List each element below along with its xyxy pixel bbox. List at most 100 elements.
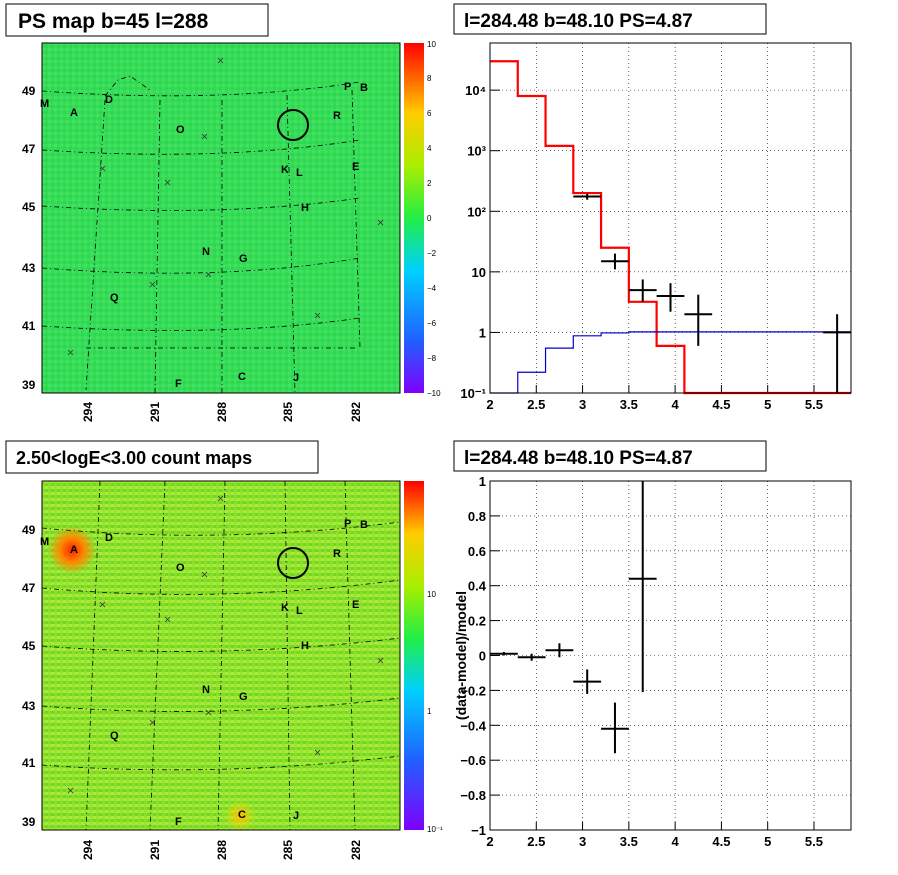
x-tick-label: 4 bbox=[672, 834, 680, 849]
x-tick-label: 3 bbox=[579, 397, 586, 412]
map-y-tick: 45 bbox=[22, 200, 36, 214]
map-marker-label: F bbox=[175, 378, 182, 390]
plot-area bbox=[490, 43, 851, 393]
y-tick-label: 10² bbox=[467, 204, 486, 219]
map-marker-label: E bbox=[352, 161, 359, 173]
series-step-line bbox=[490, 60, 851, 395]
map-marker-label: L bbox=[296, 605, 303, 617]
spectrum-title: l=284.48 b=48.10 PS=4.87 bbox=[464, 11, 693, 32]
ps-map-source-labels: A B C D E F G H J K L M N O P Q R bbox=[40, 81, 368, 390]
ps-map-frame bbox=[41, 42, 401, 394]
colorbar-tick: 10 bbox=[427, 590, 436, 599]
spectrum-plot: 2 2.5 3 3.5 4 4.5 5 5.5 10⁻¹ 1 10 10² 10³ 10⁴ bbox=[460, 42, 852, 412]
map-marker-label: K bbox=[281, 602, 289, 614]
colorbar-tick: −8 bbox=[427, 354, 437, 363]
y-tick-label: −0.8 bbox=[460, 788, 486, 803]
x-tick-label: 3.5 bbox=[620, 397, 638, 412]
map-marker-label: B bbox=[360, 82, 368, 94]
colorbar-tick: 10 bbox=[427, 40, 436, 49]
ps-colorbar-ticks: 10 8 6 4 2 0 −2 −4 −6 −8 −10 bbox=[427, 40, 441, 398]
ps-map-target-circle bbox=[277, 109, 309, 141]
y-tick-label: 10 bbox=[472, 265, 486, 280]
x-tick-label: 2.5 bbox=[527, 397, 545, 412]
map-x-tick: 285 bbox=[281, 402, 295, 422]
count-map-hotspot-c bbox=[224, 800, 256, 832]
residual-panel: l=284.48 b=48.10 PS=4.87 2 2.5 3 3.5 4 4.5 5 5.… bbox=[453, 440, 852, 849]
y-tick-label: −0.4 bbox=[460, 718, 486, 733]
residual-title-box bbox=[453, 440, 767, 472]
map-x-tick: 285 bbox=[281, 840, 295, 860]
map-marker-label: A bbox=[70, 107, 78, 119]
ps-map-x-ticks: 294 291 288 285 282 bbox=[81, 402, 363, 422]
colorbar-tick: −6 bbox=[427, 319, 437, 328]
y-tick-label: 1 bbox=[479, 474, 486, 489]
spectrum-panel: l=284.48 b=48.10 PS=4.87 2 2.5 3 3.5 4 4.5 5 5.… bbox=[453, 3, 852, 412]
x-tick-label: 2.5 bbox=[527, 834, 545, 849]
map-x-tick: 288 bbox=[215, 840, 229, 860]
map-x-tick: 294 bbox=[81, 840, 95, 860]
colorbar-tick: 6 bbox=[427, 109, 432, 118]
map-y-tick: 39 bbox=[22, 815, 36, 829]
x-tick-label: 2 bbox=[486, 397, 493, 412]
map-marker-label: O bbox=[176, 124, 185, 136]
y-tick-label: 0.4 bbox=[468, 579, 487, 594]
count-map-cross-markers bbox=[67, 495, 384, 794]
map-y-tick: 43 bbox=[22, 699, 36, 713]
map-marker-label: F bbox=[175, 816, 182, 828]
count-map-title-box bbox=[5, 440, 319, 474]
count-map-source-labels: A B C D E F G H J K L M N O P Q R bbox=[40, 518, 368, 828]
colorbar-tick: 10⁻¹ bbox=[427, 825, 443, 834]
colorbar-tick: −2 bbox=[427, 249, 437, 258]
map-x-tick: 294 bbox=[81, 402, 95, 422]
y-tick-label: 0.6 bbox=[468, 544, 486, 559]
y-tick-label: 0.8 bbox=[468, 509, 486, 524]
ps-map-title-box bbox=[5, 3, 269, 37]
count-map-target-circle bbox=[277, 547, 309, 579]
count-map-panel: A B C D E F G H J K L M N O P Q R 49 47 … bbox=[5, 440, 443, 860]
count-map-gridlines bbox=[41, 480, 401, 831]
y-tick-label: 0.2 bbox=[468, 614, 486, 629]
map-marker-label: L bbox=[296, 167, 303, 179]
colorbar-tick: 2 bbox=[427, 179, 432, 188]
y-tick-label: 10³ bbox=[467, 144, 486, 159]
y-tick-label: −0.6 bbox=[460, 753, 486, 768]
colorbar-tick: 4 bbox=[427, 144, 432, 153]
count-map-y-ticks: 49 47 45 43 41 39 bbox=[22, 523, 36, 829]
map-x-tick: 288 bbox=[215, 402, 229, 422]
series-step-line bbox=[490, 331, 851, 394]
map-marker-label: J bbox=[293, 810, 299, 822]
map-marker-label: R bbox=[333, 110, 341, 122]
colorbar-tick: 1 bbox=[427, 707, 432, 716]
count-map-frame bbox=[41, 480, 401, 831]
y-tick-label: −1 bbox=[471, 823, 486, 838]
y-tick-label: 10⁻¹ bbox=[460, 386, 486, 401]
map-marker-label: M bbox=[40, 536, 49, 548]
map-marker-label: G bbox=[239, 253, 248, 265]
map-marker-label: Q bbox=[110, 730, 119, 742]
x-tick-label: 5.5 bbox=[805, 834, 823, 849]
map-marker-label: N bbox=[202, 684, 210, 696]
x-tick-label: 3.5 bbox=[620, 834, 638, 849]
map-x-tick: 291 bbox=[148, 402, 162, 422]
y-axis-label: (data-model)/model bbox=[453, 591, 469, 720]
map-y-tick: 47 bbox=[22, 581, 36, 595]
map-y-tick: 45 bbox=[22, 639, 36, 653]
map-marker-label: N bbox=[202, 246, 210, 258]
map-marker-label: A bbox=[70, 544, 78, 556]
y-tick-label: 10⁴ bbox=[465, 83, 486, 98]
colorbar-tick: 8 bbox=[427, 74, 432, 83]
count-map-title: 2.50<logE<3.00 count maps bbox=[16, 448, 252, 468]
colorbar-tick: 0 bbox=[427, 214, 432, 223]
map-y-tick: 49 bbox=[22, 523, 36, 537]
x-tick-label: 5.5 bbox=[805, 397, 823, 412]
map-y-tick: 43 bbox=[22, 261, 36, 275]
map-y-tick: 47 bbox=[22, 142, 36, 156]
ps-map-cross-markers bbox=[67, 57, 384, 356]
ps-map-image bbox=[42, 43, 400, 393]
x-tick-label: 4.5 bbox=[712, 397, 730, 412]
map-marker-label: D bbox=[105, 532, 113, 544]
map-marker-label: H bbox=[301, 640, 309, 652]
map-x-tick: 282 bbox=[349, 840, 363, 860]
count-map-hotspot-a bbox=[48, 526, 96, 574]
